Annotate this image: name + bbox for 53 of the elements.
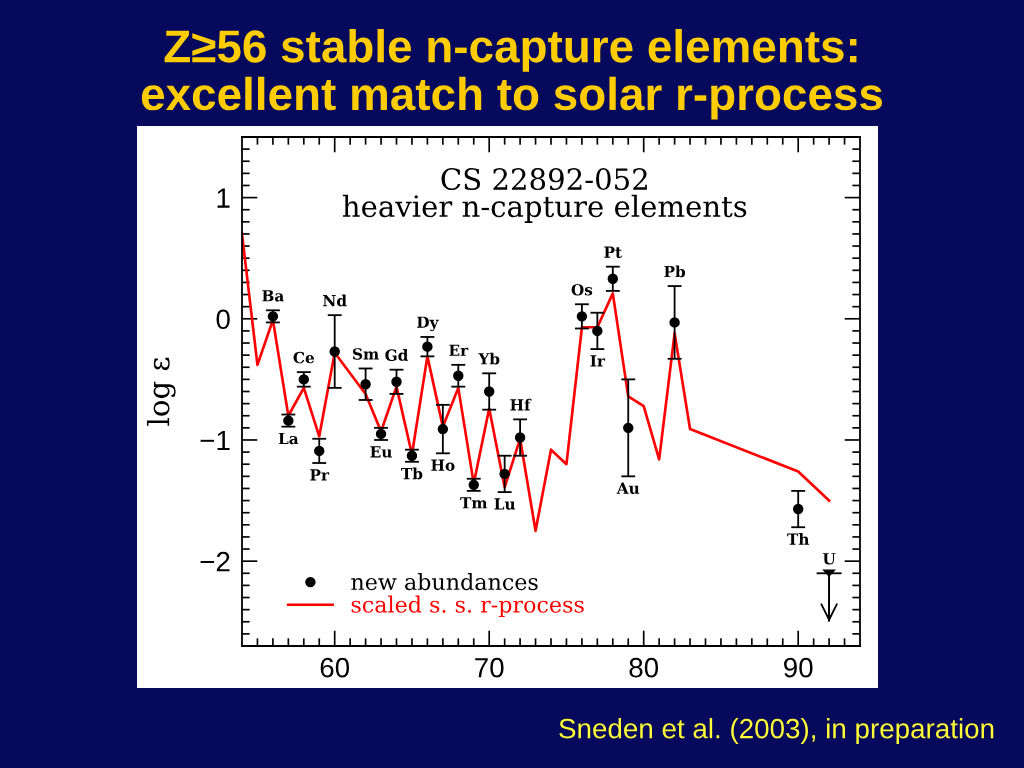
annotation: La: [278, 432, 299, 445]
point: [623, 422, 634, 434]
annotation: Ir: [590, 355, 606, 367]
annotation: Ho: [431, 459, 455, 471]
point: [669, 317, 680, 328]
point: [329, 346, 340, 357]
point: [514, 432, 526, 443]
point: [360, 379, 371, 390]
chart-title: Z≥56 stable n-capture elements: excellent match to solar r-process: [141, 29, 883, 120]
annotation: Hf: [510, 398, 532, 411]
point: [576, 311, 588, 322]
point: [314, 445, 325, 457]
annotation: Pb: [664, 265, 686, 278]
annotation: Ce: [293, 351, 315, 364]
annotation: Tm: [460, 497, 488, 509]
y-tick-label: 0: [216, 309, 230, 330]
y-tick-label: 1: [217, 188, 230, 208]
y-tick-label: −1: [200, 430, 230, 451]
annotation: Dy: [417, 316, 439, 332]
annotation: Lu: [494, 498, 516, 510]
annotation: U: [822, 553, 836, 565]
y-axis-title: log ε: [146, 357, 176, 426]
x-tick-label: 60: [320, 657, 350, 678]
point: [453, 370, 464, 381]
x-tick-label: 70: [475, 657, 504, 678]
annotation: Nd: [323, 294, 347, 307]
annotation: Tb: [401, 467, 423, 480]
annotation: Pt: [604, 246, 622, 258]
text: Sneden et al. (2003), in preparation: [559, 718, 994, 744]
point: [499, 468, 510, 480]
point: [792, 503, 804, 515]
annotation: Ba: [262, 290, 284, 302]
annotation: Pr: [310, 469, 330, 481]
annotation: Os: [571, 283, 593, 296]
annotation: Gd: [385, 349, 409, 361]
annotation: Eu: [370, 446, 392, 458]
annotation: Yb: [478, 352, 500, 365]
point: [483, 386, 495, 397]
x-tick-label: 90: [784, 657, 813, 678]
point: [422, 341, 433, 352]
point: [437, 423, 449, 435]
annotation: Au: [616, 482, 640, 494]
point: [391, 376, 402, 388]
x-tick-label: 80: [629, 657, 659, 678]
annotation: Sm: [353, 348, 379, 360]
text: CS 22892-052 heavier n-capture elements: [342, 168, 747, 223]
y-tick-label: −2: [200, 551, 230, 572]
point: [592, 325, 603, 337]
annotation: Er: [449, 344, 469, 356]
legend-label: scaled s. s. r-process: [351, 595, 584, 618]
annotation: Th: [787, 533, 810, 545]
legend-label: new abundances: [351, 572, 538, 591]
point: [607, 273, 619, 285]
